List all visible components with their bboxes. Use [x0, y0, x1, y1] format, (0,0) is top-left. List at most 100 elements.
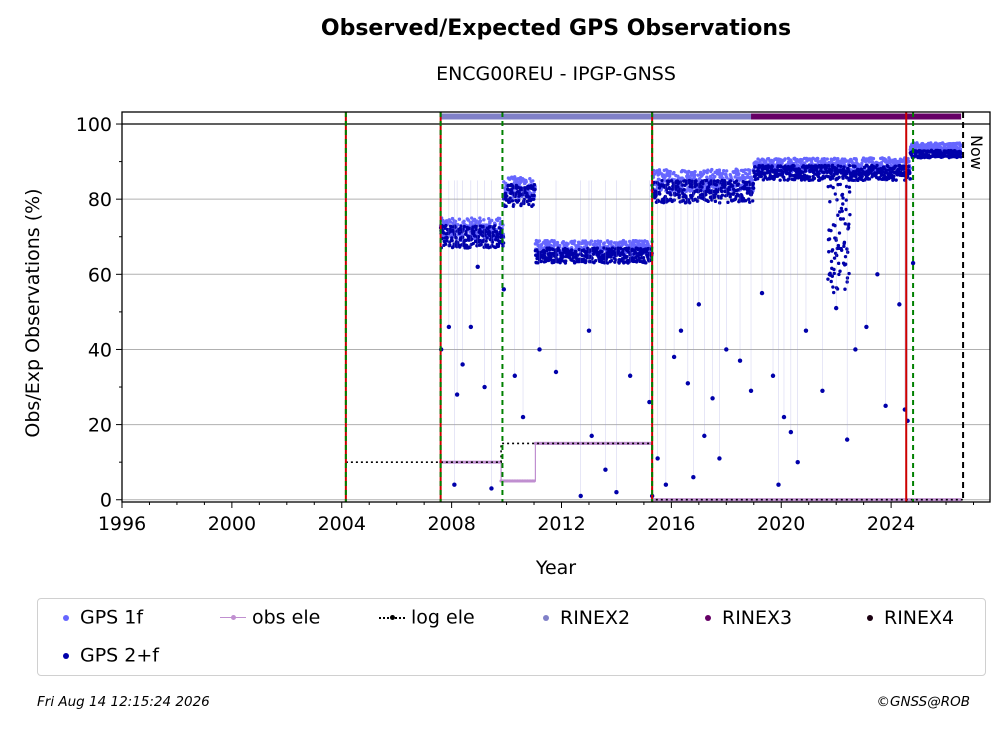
gps-2f-point: [875, 163, 879, 168]
gps-1f-point: [825, 157, 829, 161]
gps-1f-point: [860, 161, 864, 166]
gps-1f-point: [672, 170, 676, 175]
gps-2f-point: [829, 168, 834, 173]
gps-2f-point: [842, 240, 847, 245]
gps-2f-point: [902, 164, 906, 169]
gps-2f-point: [902, 167, 906, 171]
gps-2f-point: [756, 177, 760, 181]
gps-2f-point: [448, 243, 452, 247]
gps-2f-point: [501, 234, 505, 239]
gps-2f-point: [844, 262, 848, 266]
gps-2f-point: [443, 242, 448, 246]
gps-1f-point: [561, 240, 566, 244]
gps-2f-point: [454, 392, 460, 397]
y-tick-label: 0: [100, 490, 112, 512]
gps-2f-point: [865, 164, 869, 168]
gps-2f-point: [832, 271, 836, 276]
gps-2f-point: [691, 475, 696, 480]
gps-2f-point: [759, 290, 765, 296]
gps-1f-point: [466, 218, 471, 222]
gps-2f-point: [898, 163, 902, 168]
gps-2f-point: [489, 486, 494, 491]
gps-2f-point: [468, 324, 474, 330]
gps-2f-point: [458, 245, 462, 249]
gps-2f-point: [678, 180, 683, 184]
gps-2f-point: [481, 224, 486, 229]
gps-2f-point: [591, 252, 596, 256]
gps-2f-point: [747, 197, 751, 201]
gps-2f-point: [847, 222, 851, 226]
gps-2f-point: [803, 169, 808, 173]
gps-2f-point: [474, 227, 478, 232]
gps-2f-point: [491, 233, 496, 237]
gps-2f-point: [549, 258, 553, 262]
legend-label-rinex3: RINEX3: [722, 606, 793, 629]
now-label: Now: [967, 135, 986, 170]
gps-2f-point: [839, 248, 844, 252]
gps-1f-point: [487, 216, 491, 221]
gps-2f-point: [750, 199, 755, 203]
gps-2f-point: [812, 176, 817, 181]
gps-2f-point: [712, 179, 717, 183]
gps-2f-point: [641, 255, 646, 260]
gps-2f-point: [610, 246, 615, 250]
x-tick-label: 2016: [647, 513, 695, 535]
gps-2f-point: [516, 198, 521, 203]
gps-1f-point: [598, 245, 602, 249]
gps-2f-point: [522, 197, 526, 201]
gps-2f-point: [479, 242, 483, 247]
obs-ele-point: [532, 479, 536, 483]
gps-2f-point: [907, 171, 912, 176]
legend-dot-icon: [48, 607, 80, 629]
gps-2f-point: [759, 174, 764, 179]
gps-1f-point: [822, 156, 827, 161]
gps-2f-point: [627, 246, 631, 250]
gps-2f-point: [733, 197, 738, 201]
gps-2f-point: [706, 199, 710, 204]
legend-item-rinex4: RINEX4: [860, 606, 954, 629]
obs-ele-line: [440, 442, 962, 501]
gps-2f-point: [578, 493, 583, 499]
gps-2f-point: [473, 234, 477, 238]
gps-2f-point: [718, 201, 722, 205]
gps-2f-point: [836, 243, 841, 248]
legend-item-gps2f: GPS 2+f: [48, 644, 159, 667]
gps-2f-point: [471, 241, 475, 246]
gps-2f-point: [676, 185, 680, 189]
gps-2f-point: [826, 277, 830, 281]
gps-1f-point: [528, 177, 532, 181]
gps-2f-point: [590, 256, 594, 261]
gps-1f-point: [836, 156, 840, 161]
gps-2f-point: [836, 261, 841, 266]
gps-2f-point: [831, 185, 835, 190]
y-tick-label: 80: [88, 189, 112, 211]
legend-label-rinex2: RINEX2: [560, 606, 631, 629]
gps-2f-point: [704, 178, 709, 183]
gps-2f-point: [492, 226, 496, 231]
gps-1f-point: [693, 169, 697, 174]
legend-item-rinex3: RINEX3: [698, 606, 792, 629]
gps-1f-point: [870, 160, 875, 165]
gps-1f-point: [632, 243, 637, 248]
gps-2f-point: [801, 170, 805, 174]
gps-2f-point: [483, 233, 487, 237]
gps-2f-point: [453, 225, 457, 229]
gps-2f-point: [687, 178, 692, 183]
gps-1f-point: [736, 169, 740, 173]
gps-2f-point: [833, 192, 838, 196]
gps-2f-point: [605, 261, 610, 265]
gps-2f-point: [699, 188, 703, 193]
gps-2f-point: [704, 192, 708, 197]
gps-2f-point: [718, 181, 722, 185]
gps-2f-point: [829, 279, 833, 284]
gps-1f-point: [572, 239, 577, 243]
gps-2f-point: [595, 246, 600, 250]
gps-1f-point: [589, 239, 594, 243]
gps-1f-point: [721, 169, 726, 173]
gps-2f-point: [510, 199, 515, 203]
gps-2f-point: [467, 226, 472, 231]
gps-2f-point: [845, 276, 850, 280]
gps-2f-point: [794, 167, 798, 171]
y-tick-label: 60: [88, 264, 112, 286]
gps-1f-point: [907, 159, 911, 164]
